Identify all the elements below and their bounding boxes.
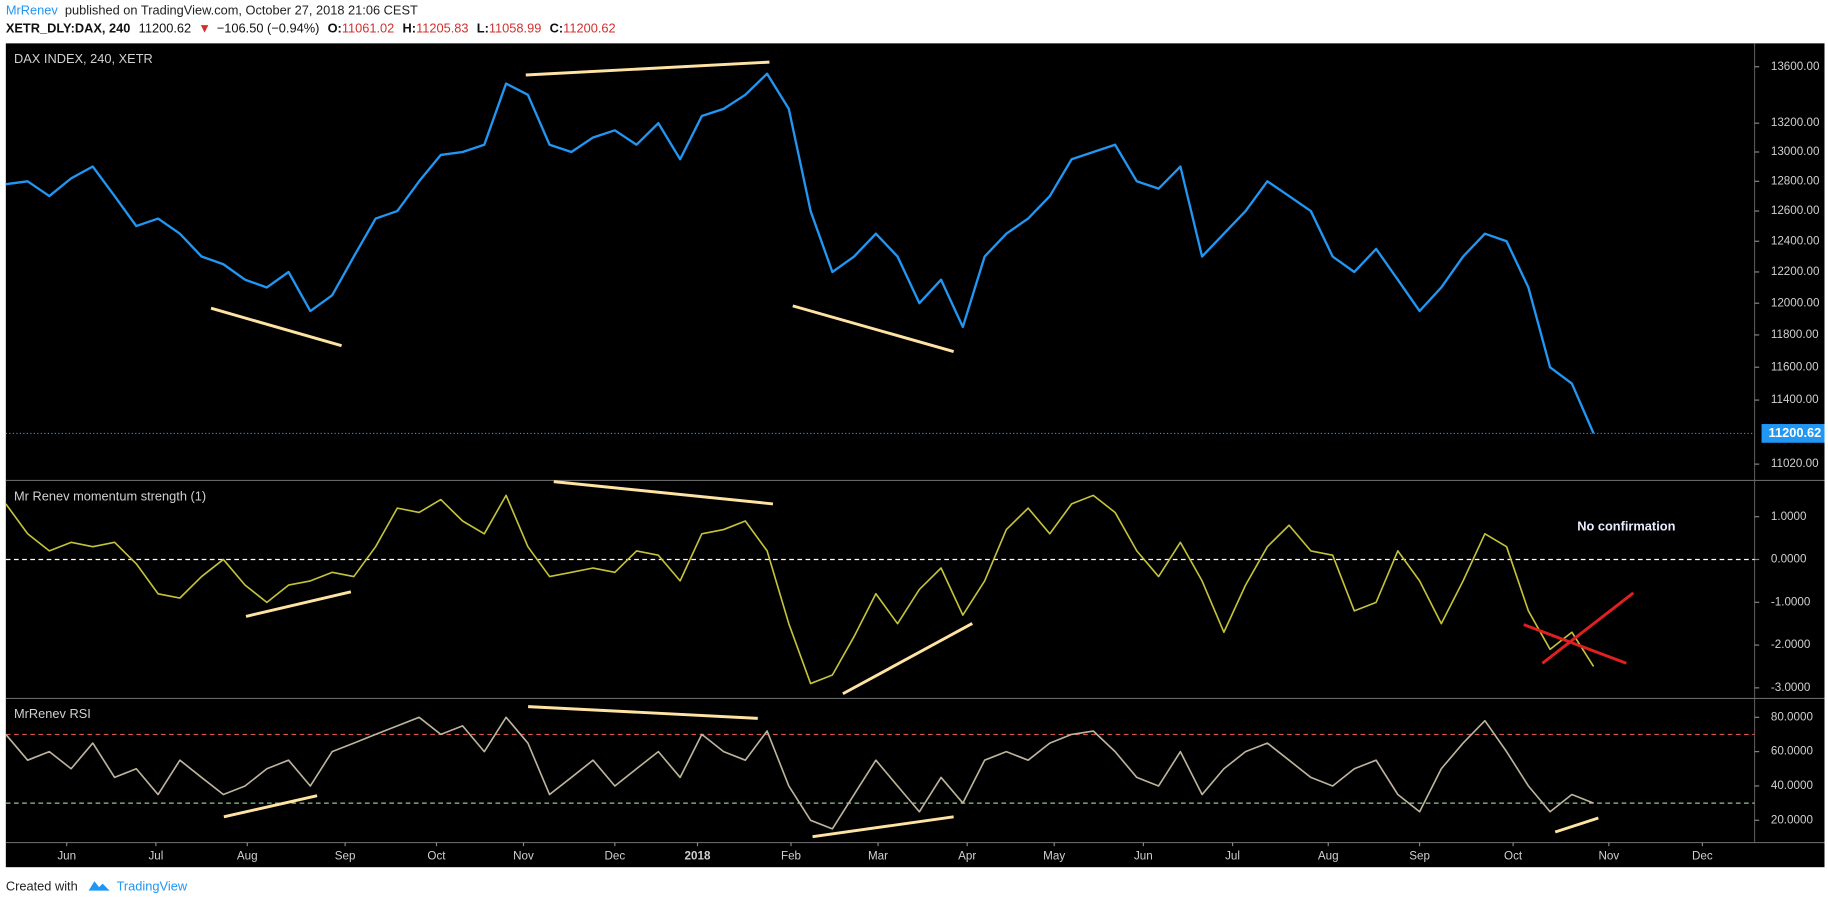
cross-line <box>1523 623 1627 665</box>
x-tick-label: Jul <box>1225 850 1240 863</box>
cross-line <box>1541 591 1635 665</box>
trendline <box>245 590 352 618</box>
down-arrow: ▼ <box>198 21 211 36</box>
x-tick-label: Sep <box>1409 850 1430 863</box>
y-tick-label: 12400.00 <box>1771 234 1820 247</box>
y-tick-label: 13200.00 <box>1771 116 1820 129</box>
x-tick-label: Mar <box>868 850 888 863</box>
ohlc-value: 11200.62 <box>563 21 615 36</box>
y-tick-label: 80.0000 <box>1771 710 1814 723</box>
x-tick-label: Oct <box>427 850 446 863</box>
trendline <box>812 815 954 839</box>
footer-created: Created with <box>6 878 78 893</box>
x-tick-label: 2018 <box>685 850 711 863</box>
x-tick-label: Dec <box>1692 850 1713 863</box>
y-tick-label: 0.0000 <box>1771 553 1807 566</box>
chart-area <box>5 43 1825 868</box>
y-tick-label: 12800.00 <box>1771 174 1820 187</box>
trendline <box>553 480 774 506</box>
symbol: XETR_DLY:DAX, 240 <box>6 21 131 36</box>
x-tick-label: Feb <box>781 850 801 863</box>
x-tick-label: Nov <box>513 850 534 863</box>
trendline <box>223 794 318 819</box>
y-tick-label: 1.0000 <box>1771 510 1807 523</box>
y-tick-label: 11800.00 <box>1771 328 1819 341</box>
x-tick-label: Nov <box>1598 850 1619 863</box>
trendlines <box>210 60 1635 839</box>
series-line <box>5 494 1595 685</box>
y-tick-label: -1.0000 <box>1771 595 1811 608</box>
y-tick-label: 11400.00 <box>1771 393 1819 406</box>
ohlc-key: H: <box>403 21 417 36</box>
change: −106.50 (−0.94%) <box>217 21 320 36</box>
y-tick-label: 11600.00 <box>1771 360 1819 373</box>
price-label: 11200.62 <box>1769 425 1822 440</box>
price-label-box <box>1761 424 1825 443</box>
ohlc-key: C: <box>550 21 564 36</box>
x-tick-label: Apr <box>958 850 976 863</box>
pane-title: DAX INDEX, 240, XETR <box>14 51 153 66</box>
symbol-line: XETR_DLY:DAX, 240 11200.62 ▼ −106.50 (−0… <box>6 21 616 36</box>
x-tick-label: Sep <box>335 850 356 863</box>
annotation: No confirmation <box>1577 519 1675 534</box>
x-tick-label: Jun <box>57 850 76 863</box>
x-tick-label: May <box>1043 850 1065 863</box>
x-tick-label: Dec <box>604 850 625 863</box>
author[interactable]: MrRenev <box>6 3 59 18</box>
footer-brand[interactable]: TradingView <box>117 878 188 893</box>
trendline <box>525 60 770 77</box>
y-tick-label: 11020.00 <box>1771 457 1819 470</box>
trendline <box>1554 816 1599 834</box>
x-tick-label: Jun <box>1134 850 1153 863</box>
ohlc-value: 11058.99 <box>489 21 541 36</box>
y-tick-label: 60.0000 <box>1771 745 1814 758</box>
ohlc-key: O: <box>328 21 342 36</box>
published: published on TradingView.com, October 27… <box>65 3 418 18</box>
header-line: MrRenev published on TradingView.com, Oc… <box>6 3 418 18</box>
y-tick-label: -2.0000 <box>1771 638 1811 651</box>
series-line <box>5 716 1594 830</box>
y-tick-label: 12000.00 <box>1771 296 1820 309</box>
brand-logo <box>88 881 110 891</box>
x-tick-label: Oct <box>1504 850 1523 863</box>
y-tick-label: -3.0000 <box>1771 681 1811 694</box>
trendline <box>842 622 973 696</box>
y-tick-label: 13600.00 <box>1771 60 1820 73</box>
trendline <box>210 306 342 348</box>
ohlc-key: L: <box>477 21 489 36</box>
y-tick-label: 40.0000 <box>1771 779 1814 792</box>
trendline <box>792 304 955 353</box>
y-tick-label: 12600.00 <box>1771 204 1820 217</box>
ohlc-value: 11061.02 <box>342 21 394 36</box>
pane-title: Mr Renev momentum strength (1) <box>14 488 206 503</box>
y-tick-label: 13000.00 <box>1771 145 1820 158</box>
trendline <box>528 705 758 720</box>
series-line <box>5 72 1595 434</box>
pane-title: MrRenev RSI <box>14 706 91 721</box>
x-tick-label: Jul <box>148 850 163 863</box>
y-tick-label: 20.0000 <box>1771 813 1814 826</box>
x-tick-label: Aug <box>237 850 258 863</box>
x-tick-label: Aug <box>1318 850 1339 863</box>
plots: DAX INDEX, 240, XETR 11020.00 11400.00 1160… <box>5 51 1825 863</box>
y-tick-label: 12200.00 <box>1771 265 1820 278</box>
last: 11200.62 <box>139 21 191 36</box>
ohlc-value: 11205.83 <box>416 21 468 36</box>
